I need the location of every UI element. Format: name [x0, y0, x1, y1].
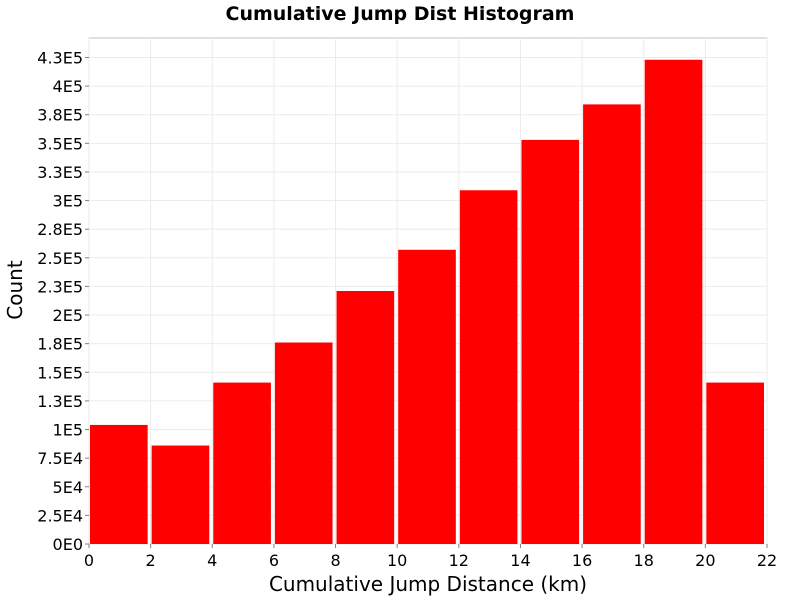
- y-tick-label: 1.5E5: [37, 363, 83, 382]
- histogram-bar: [90, 424, 148, 544]
- histogram-bar: [583, 104, 641, 544]
- x-tick-label: 10: [387, 551, 407, 570]
- x-tick-label: 22: [757, 551, 777, 570]
- x-tick-label: 14: [510, 551, 530, 570]
- y-tick-label: 7.5E4: [37, 449, 83, 468]
- y-tick-label: 2.3E5: [37, 277, 83, 296]
- x-tick-label: 2: [146, 551, 156, 570]
- y-tick-label: 2.5E4: [37, 506, 83, 525]
- y-tick-label: 5E4: [53, 478, 83, 497]
- y-tick-label: 2E5: [53, 306, 83, 325]
- y-tick-label: 4.3E5: [37, 48, 83, 67]
- y-tick-label: 2.8E5: [37, 220, 83, 239]
- x-axis: 0 2 4 6 8 10 12 14 16 18 20 22: [84, 544, 777, 570]
- x-tick-label: 0: [84, 551, 94, 570]
- bars: [90, 59, 764, 545]
- y-tick-label: 1.8E5: [37, 335, 83, 354]
- y-tick-label: 3.8E5: [37, 106, 83, 125]
- y-tick-label: 0E0: [53, 535, 83, 554]
- y-axis-label: Count: [3, 260, 27, 320]
- x-tick-label: 6: [269, 551, 279, 570]
- histogram-bar: [336, 291, 395, 544]
- histogram-bar: [213, 382, 271, 544]
- x-tick-label: 4: [207, 551, 217, 570]
- y-tick-label: 2.5E5: [37, 249, 83, 268]
- histogram-bar: [644, 59, 703, 545]
- histogram-bar: [521, 139, 580, 544]
- y-tick-label: 3E5: [53, 192, 83, 211]
- y-axis: 0E0 2.5E4 5E4 7.5E4 1E5 1.3E5 1.5E5 1.8E5 2E5 2.3…: [37, 48, 89, 554]
- chart-title: Cumulative Jump Dist Histogram: [226, 3, 575, 25]
- x-tick-label: 12: [449, 551, 469, 570]
- y-tick-label: 3.5E5: [37, 134, 83, 153]
- histogram-bar: [151, 445, 210, 544]
- histogram-bar: [274, 342, 333, 544]
- y-tick-label: 1.3E5: [37, 392, 83, 411]
- histogram-bar: [706, 382, 764, 544]
- histogram-bar: [398, 249, 456, 544]
- x-tick-label: 20: [695, 551, 715, 570]
- y-tick-label: 4E5: [53, 77, 83, 96]
- y-tick-label: 1E5: [53, 421, 83, 440]
- x-axis-label: Cumulative Jump Distance (km): [269, 572, 587, 596]
- histogram-bar: [459, 190, 518, 544]
- x-tick-label: 18: [634, 551, 654, 570]
- y-tick-label: 3.3E5: [37, 163, 83, 182]
- x-tick-label: 8: [330, 551, 340, 570]
- x-tick-label: 16: [572, 551, 592, 570]
